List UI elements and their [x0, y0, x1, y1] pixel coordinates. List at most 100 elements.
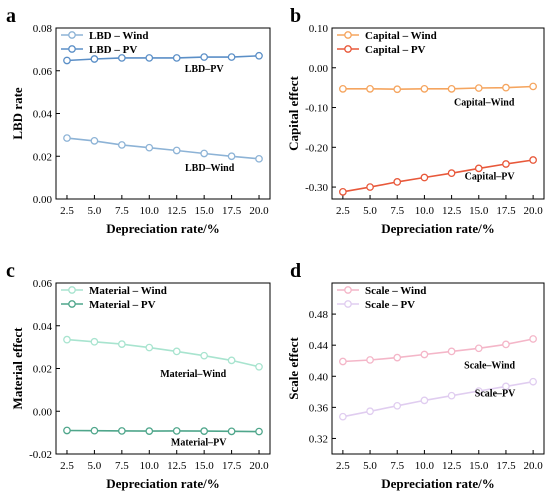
y-tick-label: -0.30 — [305, 182, 328, 194]
data-point — [227, 427, 236, 436]
y-tick-label: -0.10 — [305, 103, 328, 115]
x-axis-title: Depreciation rate/% — [106, 476, 219, 491]
y-tick-label: 0.10 — [309, 23, 329, 35]
data-point — [227, 356, 236, 365]
data-point — [63, 426, 71, 435]
y-tick-label: 0.44 — [309, 340, 329, 352]
data-point — [63, 335, 71, 344]
panel-a: a 2.5 5.0 7.5 10.0 12.5 15.0 17.5 20.0 0.00 0.02 0.… — [6, 5, 271, 236]
data-point — [200, 427, 209, 435]
series-line-1 — [342, 338, 534, 363]
series-line-2 — [342, 159, 534, 193]
y-tick-label: 0.00 — [33, 406, 53, 418]
data-point — [145, 427, 154, 435]
data-point — [366, 407, 374, 416]
y-tick-label: 0.32 — [309, 433, 328, 445]
x-tick-label: 15.0 — [195, 460, 215, 472]
data-point — [227, 152, 236, 161]
x-tick-label: 2.5 — [336, 205, 350, 217]
panel-letter: c — [6, 260, 15, 282]
data-point — [117, 141, 126, 149]
data-point — [393, 353, 402, 362]
data-point — [255, 154, 263, 163]
data-point — [145, 143, 154, 152]
x-tick-label: 2.5 — [60, 460, 74, 472]
data-point — [529, 377, 537, 386]
data-point — [529, 335, 537, 343]
data-point — [90, 337, 99, 346]
data-point — [474, 164, 483, 173]
x-tick-label: 7.5 — [390, 460, 404, 472]
x-axis-title: Depreciation rate/% — [381, 476, 494, 491]
data-point — [447, 169, 456, 178]
data-point — [172, 146, 181, 155]
series-line-2 — [66, 429, 260, 433]
data-point — [172, 54, 181, 62]
y-tick-label: 0.04 — [33, 109, 53, 121]
x-tick-label: 20.0 — [249, 205, 269, 217]
x-tick-label: 2.5 — [60, 205, 74, 217]
annotation-label: Scale–PV — [475, 388, 516, 399]
data-point — [393, 178, 402, 186]
x-tick-label: 12.5 — [442, 460, 462, 472]
data-point — [172, 347, 181, 356]
data-point — [200, 53, 209, 61]
panel-letter: b — [290, 5, 301, 27]
series-line-1 — [342, 85, 534, 91]
legend-label: Material – PV — [89, 299, 156, 311]
data-point — [63, 56, 71, 65]
x-tick-label: 2.5 — [336, 460, 350, 472]
x-tick-label: 10.0 — [140, 205, 160, 217]
legend-marker — [344, 31, 352, 39]
y-tick-label: 0.04 — [33, 321, 53, 333]
legend-marker — [68, 286, 76, 294]
y-tick-label: 0.08 — [33, 23, 53, 35]
data-point — [339, 187, 347, 196]
x-tick-label: 15.0 — [195, 205, 215, 217]
x-tick-label: 5.0 — [363, 460, 377, 472]
x-tick-label: 12.5 — [167, 460, 187, 472]
x-tick-label: 15.0 — [469, 205, 489, 217]
x-tick-label: 15.0 — [469, 460, 489, 472]
data-point — [255, 362, 263, 371]
panel-letter: a — [6, 5, 16, 27]
y-tick-label: 0.40 — [309, 371, 329, 383]
data-point — [366, 84, 374, 93]
legend-marker — [344, 45, 352, 53]
data-point — [255, 51, 263, 60]
legend-label: Scale – PV — [365, 299, 415, 311]
x-tick-label: 17.5 — [222, 205, 242, 217]
annotation-label: LBD–Wind — [185, 163, 235, 174]
legend-label: LBD – Wind — [89, 30, 149, 42]
x-tick-label: 20.0 — [524, 205, 544, 217]
panel-c: c 2.5 5.0 7.5 10.0 12.5 15.0 17.5 20.0 -0.02 0.00 0… — [6, 260, 271, 491]
legend-label: LBD – PV — [89, 44, 137, 56]
data-point — [502, 340, 510, 349]
x-tick-label: 12.5 — [167, 205, 187, 217]
y-tick-label: -0.02 — [29, 449, 52, 461]
data-point — [420, 173, 429, 182]
data-point — [200, 149, 209, 158]
data-point — [447, 391, 456, 400]
data-point — [200, 351, 209, 360]
x-tick-label: 17.5 — [496, 460, 516, 472]
x-axis-title: Depreciation rate/% — [381, 221, 494, 236]
y-tick-label: -0.20 — [305, 142, 328, 154]
y-tick-label: 0.06 — [33, 278, 53, 290]
series-line-2 — [66, 55, 260, 62]
data-point — [502, 382, 510, 391]
data-point — [529, 156, 537, 164]
plot-frame — [331, 282, 545, 455]
x-tick-label: 7.5 — [390, 205, 404, 217]
legend-marker — [68, 31, 76, 39]
legend-label: Scale – Wind — [365, 285, 426, 297]
data-point — [366, 183, 374, 191]
series-line-1 — [66, 338, 260, 368]
annotation-label: Material–PV — [171, 437, 227, 448]
y-axis-title: Scale effect — [286, 337, 301, 400]
series-line-2 — [342, 380, 534, 418]
y-axis-title: LBD rate — [10, 87, 25, 140]
annotation-label: Scale–Wind — [464, 361, 515, 372]
data-point — [339, 412, 347, 421]
